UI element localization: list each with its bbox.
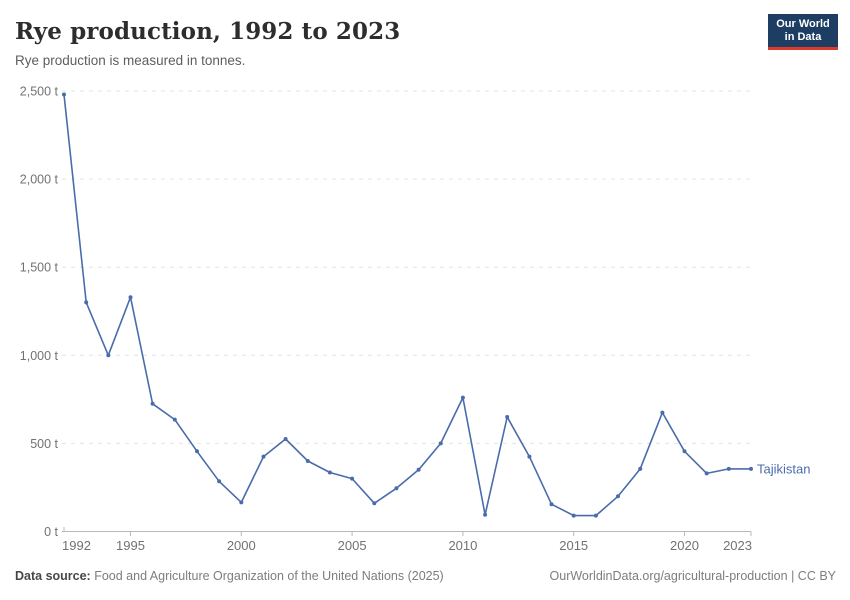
- data-point-marker: [660, 410, 665, 415]
- owid-logo-line2: in Data: [784, 31, 822, 43]
- owid-logo-line1: Our World: [776, 18, 830, 30]
- x-axis-tick-label: 2010: [448, 538, 477, 553]
- chart-title: Rye production, 1992 to 2023: [15, 18, 401, 45]
- x-axis-tick-label: 1992: [62, 538, 91, 553]
- data-point-marker: [438, 441, 443, 446]
- data-source-label: Data source:: [15, 569, 91, 583]
- y-axis-tick-label: 1,000 t: [20, 349, 59, 363]
- chart-subtitle: Rye production is measured in tonnes.: [15, 53, 246, 68]
- x-axis-tick-label: 2023: [723, 538, 752, 553]
- data-point-marker: [106, 353, 111, 358]
- data-point-marker: [128, 295, 133, 300]
- data-point-marker: [616, 494, 620, 499]
- owid-url-link[interactable]: OurWorldinData.org/agricultural-producti…: [549, 569, 788, 583]
- data-point-marker: [261, 454, 266, 459]
- data-point-marker: [726, 466, 731, 471]
- data-point-marker: [394, 486, 399, 491]
- y-axis-tick-label: 500 t: [30, 437, 58, 451]
- data-point-marker: [217, 479, 222, 484]
- x-axis-tick-label: 1995: [116, 538, 145, 553]
- data-point-marker: [283, 437, 288, 441]
- y-axis-tick-label: 0 t: [44, 525, 58, 539]
- data-point-marker: [150, 401, 155, 406]
- data-point-marker: [749, 466, 753, 471]
- x-axis-tick-label: 2020: [670, 538, 699, 553]
- license-text: | CC BY: [787, 569, 836, 583]
- y-axis-tick-label: 1,500 t: [20, 261, 59, 275]
- data-point-marker: [350, 476, 355, 481]
- data-point-marker: [62, 92, 66, 97]
- y-axis-tick-label: 2,500 t: [20, 85, 59, 99]
- y-axis-tick-label: 2,000 t: [20, 173, 59, 187]
- owid-logo[interactable]: Our World in Data: [768, 14, 838, 50]
- data-point-marker: [195, 449, 199, 454]
- footer-attribution: OurWorldinData.org/agricultural-producti…: [550, 569, 836, 583]
- data-point-marker: [305, 459, 310, 463]
- data-source-text: Food and Agriculture Organization of the…: [90, 569, 444, 583]
- data-point-marker: [638, 466, 643, 471]
- data-point-marker: [239, 500, 244, 505]
- data-point-marker: [460, 395, 465, 400]
- data-point-marker: [372, 501, 377, 506]
- x-axis-tick-label: 2015: [559, 538, 588, 553]
- data-point-marker: [84, 300, 89, 305]
- data-point-marker: [172, 417, 177, 422]
- data-point-marker: [327, 470, 332, 475]
- data-point-marker: [571, 513, 576, 518]
- data-point-marker: [593, 513, 598, 518]
- x-axis-tick-label: 2000: [227, 538, 256, 553]
- x-axis-tick-label: 2005: [338, 538, 367, 553]
- data-source-note: Data source: Food and Agriculture Organi…: [15, 569, 444, 583]
- data-point-marker: [505, 415, 510, 419]
- data-point-marker: [483, 512, 488, 517]
- series-end-label[interactable]: Tajikistan: [757, 461, 810, 476]
- series-line-tajikistan[interactable]: [63, 93, 752, 517]
- data-point-marker: [549, 502, 554, 507]
- data-point-marker: [416, 467, 421, 472]
- data-point-marker: [704, 471, 709, 476]
- data-point-marker: [682, 449, 687, 454]
- data-point-marker: [527, 454, 532, 459]
